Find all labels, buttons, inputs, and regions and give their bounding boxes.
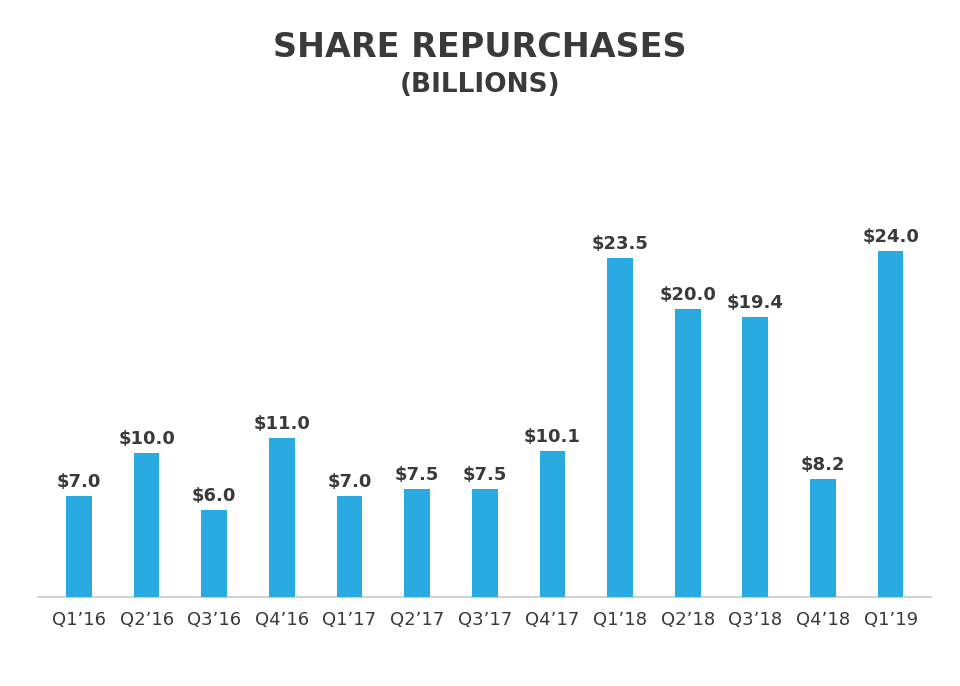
Bar <box>608 259 633 597</box>
Bar <box>337 496 362 597</box>
Text: $11.0: $11.0 <box>253 415 310 434</box>
Bar <box>877 251 903 597</box>
Bar <box>269 438 295 597</box>
Bar <box>742 318 768 597</box>
Text: $19.4: $19.4 <box>727 294 783 312</box>
Text: $20.0: $20.0 <box>660 285 716 304</box>
Bar <box>404 488 430 597</box>
Text: $23.5: $23.5 <box>591 235 649 253</box>
Bar <box>810 479 836 597</box>
Text: $7.0: $7.0 <box>327 473 372 491</box>
Text: $7.5: $7.5 <box>463 466 507 484</box>
Bar <box>540 451 565 597</box>
Text: (BILLIONS): (BILLIONS) <box>399 72 561 98</box>
Bar <box>133 453 159 597</box>
Text: $8.2: $8.2 <box>801 456 845 473</box>
Text: SHARE REPURCHASES: SHARE REPURCHASES <box>274 31 686 64</box>
Bar <box>675 309 701 597</box>
Bar <box>202 510 228 597</box>
Text: $6.0: $6.0 <box>192 487 236 506</box>
Text: $10.0: $10.0 <box>118 429 175 448</box>
Text: $7.0: $7.0 <box>57 473 101 491</box>
Text: $7.5: $7.5 <box>395 466 440 484</box>
Text: $10.1: $10.1 <box>524 428 581 447</box>
Bar <box>472 488 497 597</box>
Text: $24.0: $24.0 <box>862 228 919 246</box>
Bar <box>66 496 92 597</box>
